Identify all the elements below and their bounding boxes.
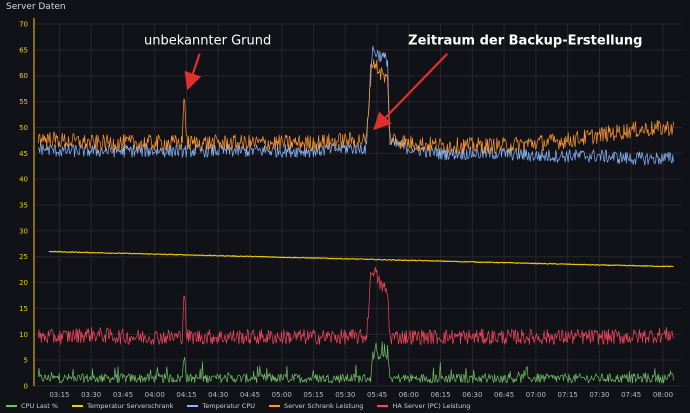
- panel-title: Server Daten: [6, 2, 66, 12]
- legend-item[interactable]: Temperatur Serverschrank: [72, 402, 173, 410]
- x-tick-label: 07:00: [526, 391, 546, 399]
- x-tick-label: 07:15: [558, 391, 578, 399]
- y-tick-label: 0: [24, 383, 28, 391]
- legend-swatch: [269, 405, 281, 407]
- series-line-3: [37, 59, 674, 155]
- series-line-4: [37, 266, 674, 345]
- legend-label: Temperatur Serverschrank: [87, 402, 174, 410]
- legend-item[interactable]: HA Server (PC) Leistung: [377, 402, 470, 410]
- y-tick-label: 20: [19, 279, 28, 287]
- legend-label: HA Server (PC) Leistung: [392, 402, 471, 410]
- x-tick-label: 07:30: [589, 391, 609, 399]
- x-tick-label: 04:45: [240, 391, 260, 399]
- legend-swatch: [377, 405, 389, 407]
- series-line-2: [37, 45, 674, 166]
- y-tick-label: 5: [24, 357, 28, 365]
- legend-item[interactable]: Server Schrank Leistung: [269, 402, 363, 410]
- legend-swatch: [187, 405, 199, 407]
- legend-swatch: [72, 405, 84, 407]
- x-tick-label: 06:00: [399, 391, 419, 399]
- y-tick-label: 65: [19, 46, 28, 54]
- series-line-1: [48, 250, 674, 268]
- series: [37, 45, 674, 384]
- legend-label: CPU Last %: [21, 402, 59, 410]
- legend-swatch: [6, 405, 17, 407]
- axes: 0 5 10 15 20 25 30 35 40 45 50 55 60 65 70 03:15 03:30 03…: [19, 18, 673, 399]
- y-tick-label: 15: [19, 305, 28, 313]
- x-tick-label: 05:15: [303, 391, 323, 399]
- x-tick-label: 05:00: [272, 391, 292, 399]
- legend: CPU Last % Temperatur Serverschrank Temper…: [6, 402, 470, 410]
- y-tick-label: 35: [19, 202, 28, 210]
- x-tick-label: 07:45: [621, 391, 641, 399]
- x-tick-label: 04:15: [176, 391, 196, 399]
- annotations: unbekannter Grund Zeitraum der Backup-Ers…: [144, 34, 642, 131]
- annotation-arrow: [373, 52, 449, 131]
- x-tick-label: 04:30: [208, 391, 228, 399]
- x-tick-label: 06:15: [430, 391, 450, 399]
- legend-item[interactable]: CPU Last %: [6, 402, 58, 410]
- y-tick-label: 70: [19, 21, 28, 29]
- x-tick-label: 06:45: [494, 391, 514, 399]
- annotation-text: Zeitraum der Backup-Erstellung: [408, 34, 642, 49]
- x-tick-label: 03:15: [49, 391, 69, 399]
- x-tick-label: 03:45: [113, 391, 133, 399]
- annotation-arrow: [184, 53, 202, 91]
- legend-label: Server Schrank Leistung: [284, 402, 364, 410]
- y-tick-label: 25: [19, 253, 28, 261]
- x-tick-label: 08:00: [653, 391, 673, 399]
- y-tick-label: 55: [19, 98, 28, 106]
- series-line-0: [37, 341, 674, 384]
- y-tick-label: 45: [19, 150, 28, 158]
- x-tick-label: 03:30: [81, 391, 101, 399]
- y-tick-label: 40: [19, 176, 28, 184]
- y-tick-label: 30: [19, 227, 28, 235]
- x-tick-label: 05:45: [367, 391, 387, 399]
- annotation-text: unbekannter Grund: [144, 34, 271, 49]
- legend-label: Temperatur CPU: [202, 402, 256, 410]
- legend-item[interactable]: Temperatur CPU: [187, 402, 255, 410]
- grid: [34, 23, 682, 387]
- y-tick-label: 60: [19, 72, 28, 80]
- x-tick-label: 04:00: [145, 391, 165, 399]
- y-tick-label: 50: [19, 124, 28, 132]
- x-tick-label: 06:30: [462, 391, 482, 399]
- y-tick-label: 10: [19, 331, 28, 339]
- x-tick-label: 05:30: [335, 391, 355, 399]
